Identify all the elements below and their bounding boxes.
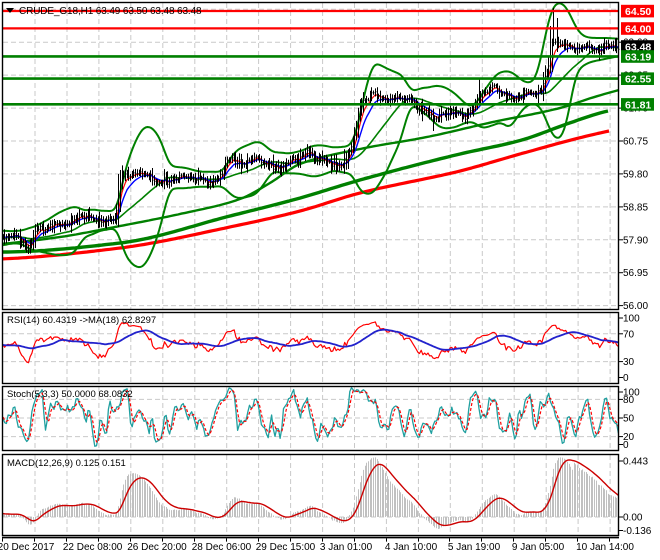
svg-text:9 Jan 05:00: 9 Jan 05:00: [512, 542, 565, 553]
svg-text:59.80: 59.80: [623, 169, 648, 180]
svg-text:60.75: 60.75: [623, 137, 648, 148]
svg-text:80: 80: [623, 395, 635, 406]
svg-text:0.443: 0.443: [623, 457, 648, 468]
svg-text:22 Dec 08:00: 22 Dec 08:00: [63, 542, 123, 553]
svg-text:64.00: 64.00: [625, 23, 651, 35]
svg-text:0.00: 0.00: [623, 513, 643, 524]
svg-text:Stoch(5,3,3) 50.0000 68.0832: Stoch(5,3,3) 50.0000 68.0832: [7, 389, 133, 400]
svg-text:20: 20: [623, 432, 635, 443]
svg-text:3 Jan 01:00: 3 Jan 01:00: [320, 542, 373, 553]
svg-text:70: 70: [623, 329, 635, 340]
svg-text:50: 50: [623, 414, 635, 425]
svg-text:100: 100: [623, 388, 640, 399]
svg-text:CRUDE_G18,H1 63.49 63.50 63.4: CRUDE_G18,H1 63.49 63.50 63.48 63.48: [19, 6, 202, 17]
svg-text:56.95: 56.95: [623, 268, 648, 279]
svg-text:RSI(14) 60.4319 ->MA(18) 62.8: RSI(14) 60.4319 ->MA(18) 62.8297: [7, 315, 156, 326]
svg-text:MACD(12,26,9) 0.125 0.151: MACD(12,26,9) 0.125 0.151: [7, 458, 126, 469]
svg-text:20 Dec 2017: 20 Dec 2017: [0, 542, 55, 553]
svg-text:29 Dec 15:00: 29 Dec 15:00: [256, 542, 316, 553]
svg-text:58.85: 58.85: [623, 202, 648, 213]
svg-text:0: 0: [623, 373, 629, 384]
svg-text:4 Jan 10:00: 4 Jan 10:00: [385, 542, 438, 553]
svg-text:64.50: 64.50: [625, 6, 651, 18]
svg-text:0: 0: [623, 440, 629, 451]
svg-text:56.00: 56.00: [623, 301, 648, 312]
svg-text:100: 100: [623, 314, 640, 325]
svg-text:63.19: 63.19: [625, 51, 651, 63]
svg-text:26 Dec 20:00: 26 Dec 20:00: [127, 542, 187, 553]
svg-text:5 Jan 19:00: 5 Jan 19:00: [448, 542, 501, 553]
svg-text:61.81: 61.81: [625, 99, 651, 111]
svg-text:30: 30: [623, 357, 635, 368]
svg-text:62.55: 62.55: [625, 74, 651, 86]
svg-text:-0.136: -0.136: [623, 526, 652, 537]
svg-text:10 Jan 14:00: 10 Jan 14:00: [576, 542, 634, 553]
svg-text:28 Dec 06:00: 28 Dec 06:00: [192, 542, 252, 553]
svg-text:57.90: 57.90: [623, 235, 648, 246]
